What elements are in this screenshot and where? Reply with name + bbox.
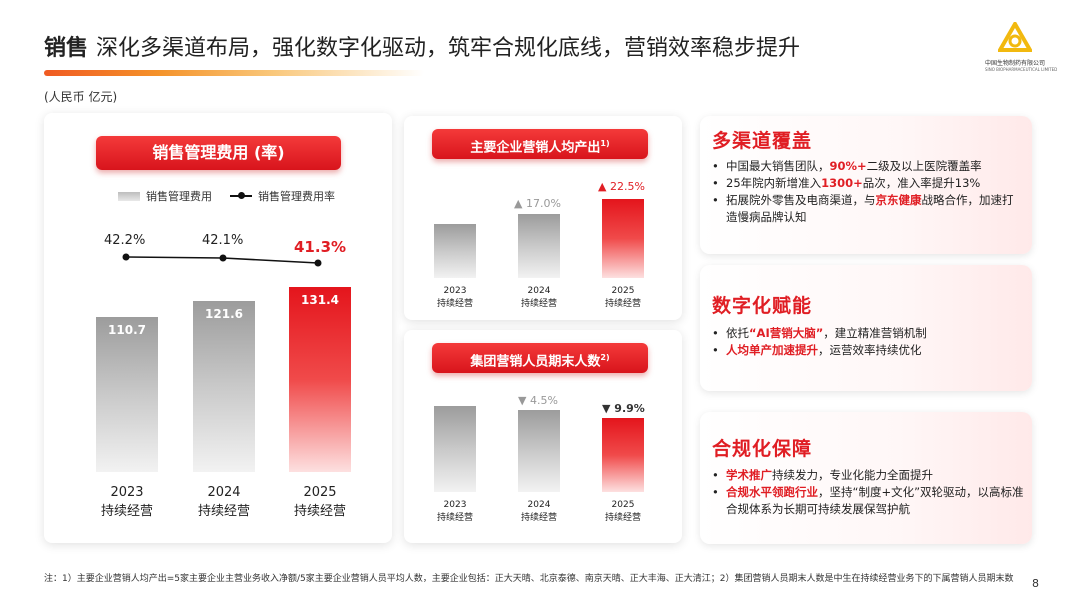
output-x-2023: 2023 持续经营 bbox=[425, 285, 485, 311]
list-item: 依托“AI营销大脑”，建立精准营销机制 bbox=[712, 325, 1024, 342]
x-sub: 持续经营 bbox=[604, 299, 641, 309]
headcount-change-2025: ▼ 9.9% bbox=[602, 402, 645, 415]
headcount-bar-2023 bbox=[434, 406, 476, 492]
title-rest: 深化多渠道布局，强化数字化驱动，筑牢合规化底线，营销效率稳步提升 bbox=[96, 36, 801, 61]
unit-label: (人民币 亿元) bbox=[44, 90, 118, 104]
headcount-chart-title: 集团营销人员期末人数2) bbox=[432, 343, 648, 373]
x-label-2025: 2025 持续经营 bbox=[285, 483, 355, 521]
digital-enablement-title: 数字化赋能 bbox=[709, 291, 815, 321]
legend-bar-swatch bbox=[118, 191, 140, 201]
channel-coverage-card: 多渠道覆盖 中国最大销售团队，90%+二级及以上医院覆盖率 25年院内新增准入1… bbox=[700, 116, 1032, 254]
rate-point-2025 bbox=[314, 259, 322, 267]
logo-name: 中国生物制药有限公司 bbox=[985, 60, 1046, 67]
x-label-2023: 2023 持续经营 bbox=[92, 483, 162, 521]
x-year: 2024 bbox=[527, 500, 551, 510]
output-chart-title: 主要企业营销人均产出1) bbox=[432, 129, 648, 159]
x-sub: 持续经营 bbox=[520, 299, 557, 309]
rate-point-2024 bbox=[219, 254, 227, 262]
sga-bar-2024: 121.6 bbox=[193, 301, 255, 472]
footnote: 注：1）主要企业营销人均产出=5家主要企业主营业务收入净额/5家主要企业营销人员… bbox=[44, 574, 1014, 584]
output-change-2024: ▲ 17.0% bbox=[514, 197, 561, 210]
channel-coverage-title: 多渠道覆盖 bbox=[709, 126, 815, 156]
company-logo: 中国生物制药有限公司 SINO BIOPHARMACEUTICAL LIMITE… bbox=[985, 19, 1058, 72]
channel-coverage-list: 中国最大销售团队，90%+二级及以上医院覆盖率 25年院内新增准入1300+品次… bbox=[712, 158, 1024, 226]
output-title-sup: 1) bbox=[600, 139, 610, 148]
rate-point-2023 bbox=[122, 253, 130, 261]
x-year: 2023 bbox=[110, 485, 144, 500]
triangle-logo-icon bbox=[996, 19, 1034, 52]
list-item: 学术推广持续发力，专业化能力全面提升 bbox=[712, 467, 1024, 484]
x-year: 2025 bbox=[611, 286, 635, 296]
x-sub: 持续经营 bbox=[100, 504, 153, 519]
x-sub: 持续经营 bbox=[197, 504, 250, 519]
compliance-card: 合规化保障 学术推广持续发力，专业化能力全面提升 合规水平领跑行业，坚持“制度+… bbox=[700, 412, 1032, 544]
x-year: 2024 bbox=[527, 286, 551, 296]
digital-enablement-card: 数字化赋能 依托“AI营销大脑”，建立精准营销机制 人均单产加速提升，运营效率持… bbox=[700, 265, 1032, 391]
sga-chart-title: 销售管理费用 (率) bbox=[96, 136, 341, 170]
title-bold: 销售 bbox=[44, 36, 89, 61]
rate-label-2025: 41.3% bbox=[294, 238, 347, 256]
compliance-title: 合规化保障 bbox=[709, 434, 815, 464]
list-item: 25年院内新增准入1300+品次，准入率提升13% bbox=[712, 175, 1024, 192]
x-sub: 持续经营 bbox=[436, 513, 473, 523]
page-title: 销售 深化多渠道布局，强化数字化驱动，筑牢合规化底线，营销效率稳步提升 bbox=[44, 30, 800, 62]
sga-bar-value: 131.4 bbox=[301, 293, 339, 307]
headcount-x-2023: 2023 持续经营 bbox=[425, 499, 485, 525]
headcount-bar-2025 bbox=[602, 418, 644, 492]
rate-label-2023: 42.2% bbox=[104, 233, 146, 248]
x-year: 2025 bbox=[611, 500, 635, 510]
output-bar-2024 bbox=[518, 214, 560, 278]
output-x-2025: 2025 持续经营 bbox=[593, 285, 653, 311]
chart-legend: 销售管理费用 销售管理费用率 bbox=[118, 188, 335, 204]
headcount-x-2025: 2025 持续经营 bbox=[593, 499, 653, 525]
output-change-2025: ▲ 22.5% bbox=[598, 180, 645, 193]
output-bar-2025 bbox=[602, 199, 644, 278]
digital-enablement-list: 依托“AI营销大脑”，建立精准营销机制 人均单产加速提升，运营效率持续优化 bbox=[712, 325, 1024, 359]
headcount-x-2024: 2024 持续经营 bbox=[509, 499, 569, 525]
x-sub: 持续经营 bbox=[436, 299, 473, 309]
rate-label-2024: 42.1% bbox=[202, 233, 244, 248]
list-item: 合规水平领跑行业，坚持“制度+文化”双轮驱动，以高标准合规体系为长期可持续发展保… bbox=[712, 484, 1024, 518]
headcount-title-sup: 2) bbox=[600, 353, 610, 362]
x-label-2024: 2024 持续经营 bbox=[189, 483, 259, 521]
x-sub: 持续经营 bbox=[604, 513, 641, 523]
sga-bar-value: 121.6 bbox=[205, 307, 243, 321]
title-underline bbox=[44, 70, 424, 76]
list-item: 中国最大销售团队，90%+二级及以上医院覆盖率 bbox=[712, 158, 1024, 175]
x-sub: 持续经营 bbox=[293, 504, 346, 519]
x-year: 2025 bbox=[303, 485, 337, 500]
list-item: 拓展院外零售及电商渠道，与京东健康战略合作，加速打造慢病品牌认知 bbox=[712, 192, 1024, 226]
headcount-change-2024: ▼ 4.5% bbox=[518, 394, 558, 407]
x-sub: 持续经营 bbox=[520, 513, 557, 523]
legend-line-swatch bbox=[230, 192, 252, 199]
sga-bar-2023: 110.7 bbox=[96, 317, 158, 472]
output-bar-2023 bbox=[434, 224, 476, 278]
list-item: 人均单产加速提升，运营效率持续优化 bbox=[712, 342, 1024, 359]
legend-bar-label: 销售管理费用 bbox=[146, 190, 212, 203]
x-year: 2023 bbox=[443, 286, 467, 296]
page-number: 8 bbox=[1032, 577, 1039, 590]
x-year: 2024 bbox=[207, 485, 241, 500]
output-title-text: 主要企业营销人均产出 bbox=[470, 140, 601, 156]
logo-sub: SINO BIOPHARMACEUTICAL LIMITED bbox=[985, 67, 1058, 72]
output-x-2024: 2024 持续经营 bbox=[509, 285, 569, 311]
sga-bar-2025: 131.4 bbox=[289, 287, 351, 472]
headcount-title-text: 集团营销人员期末人数 bbox=[470, 354, 601, 370]
headcount-bar-2024 bbox=[518, 410, 560, 492]
sga-bar-value: 110.7 bbox=[108, 323, 146, 337]
x-year: 2023 bbox=[443, 500, 467, 510]
legend-line-label: 销售管理费用率 bbox=[258, 190, 335, 203]
compliance-list: 学术推广持续发力，专业化能力全面提升 合规水平领跑行业，坚持“制度+文化”双轮驱… bbox=[712, 467, 1024, 518]
